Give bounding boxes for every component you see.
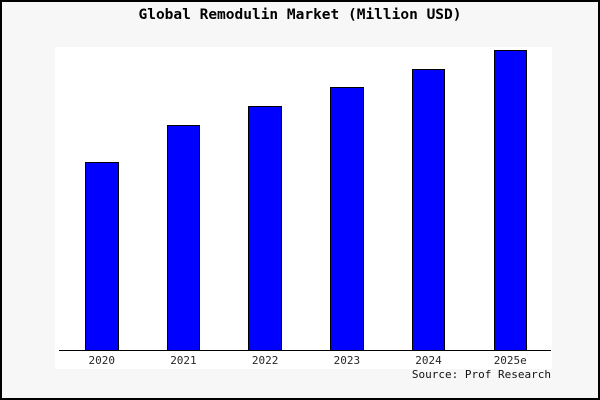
x-tick-label-2022: 2022	[251, 354, 279, 367]
x-tick-label-2023: 2023	[333, 354, 361, 367]
x-axis-labels: 2020 2021 2022 2023 2024 2025e	[55, 354, 552, 368]
source-note: Source: Prof Research	[411, 368, 551, 381]
x-tick-label-2025e: 2025e	[493, 354, 527, 367]
bar-2023	[330, 87, 364, 351]
bar-2024	[411, 68, 446, 351]
x-tick-label-2021: 2021	[170, 354, 197, 367]
bars-layer	[55, 47, 552, 351]
bar-2020	[85, 161, 119, 351]
plot-area: 2020 2021 2022 2023 2024 2025e	[55, 47, 552, 369]
bar-2022	[248, 106, 282, 351]
x-tick-label-2024: 2024	[415, 354, 442, 367]
x-tick-label-2020: 2020	[88, 354, 116, 367]
bar-2021	[166, 125, 201, 351]
x-axis-line	[59, 350, 551, 352]
bar-2025e	[493, 50, 527, 351]
chart-title: Global Remodulin Market (Million USD)	[138, 7, 462, 23]
